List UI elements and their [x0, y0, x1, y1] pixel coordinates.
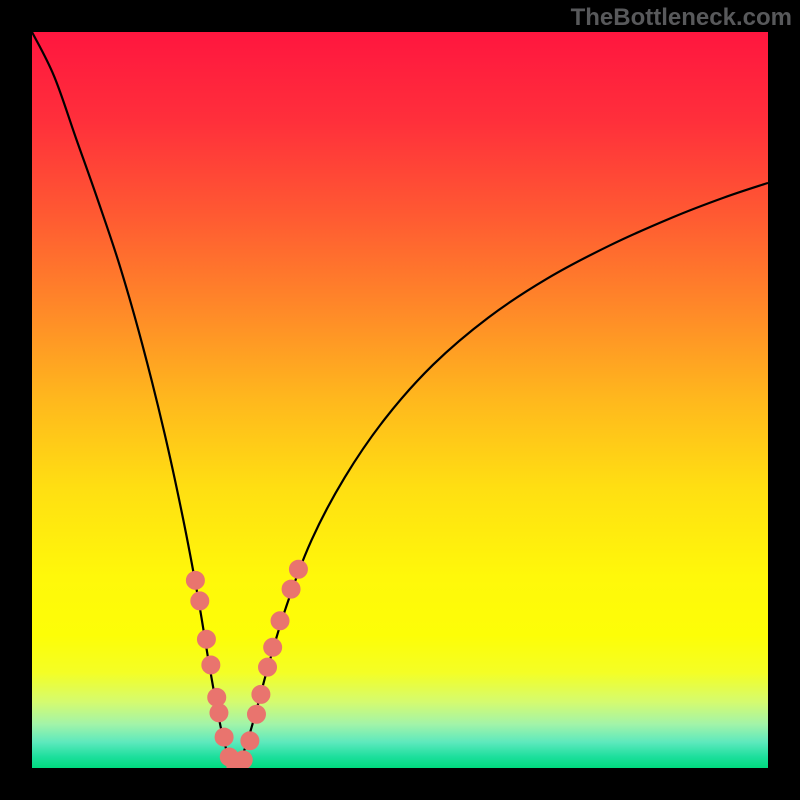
curve-marker [202, 656, 220, 674]
curve-marker [241, 732, 259, 750]
curve-marker [247, 705, 265, 723]
curve-marker [271, 612, 289, 630]
bottleneck-curve [32, 32, 768, 768]
watermark-text: TheBottleneck.com [571, 4, 792, 32]
curve-marker [197, 630, 215, 648]
curve-marker [264, 638, 282, 656]
curve-marker [234, 751, 252, 769]
curve-marker [215, 728, 233, 746]
curve-layer [0, 0, 800, 800]
curve-marker [259, 658, 277, 676]
curve-marker [186, 571, 204, 589]
curve-marker [252, 685, 270, 703]
curve-marker [210, 704, 228, 722]
curve-marker [191, 592, 209, 610]
curve-marker [289, 560, 307, 578]
curve-marker [282, 580, 300, 598]
chart-container: TheBottleneck.com [0, 0, 800, 800]
